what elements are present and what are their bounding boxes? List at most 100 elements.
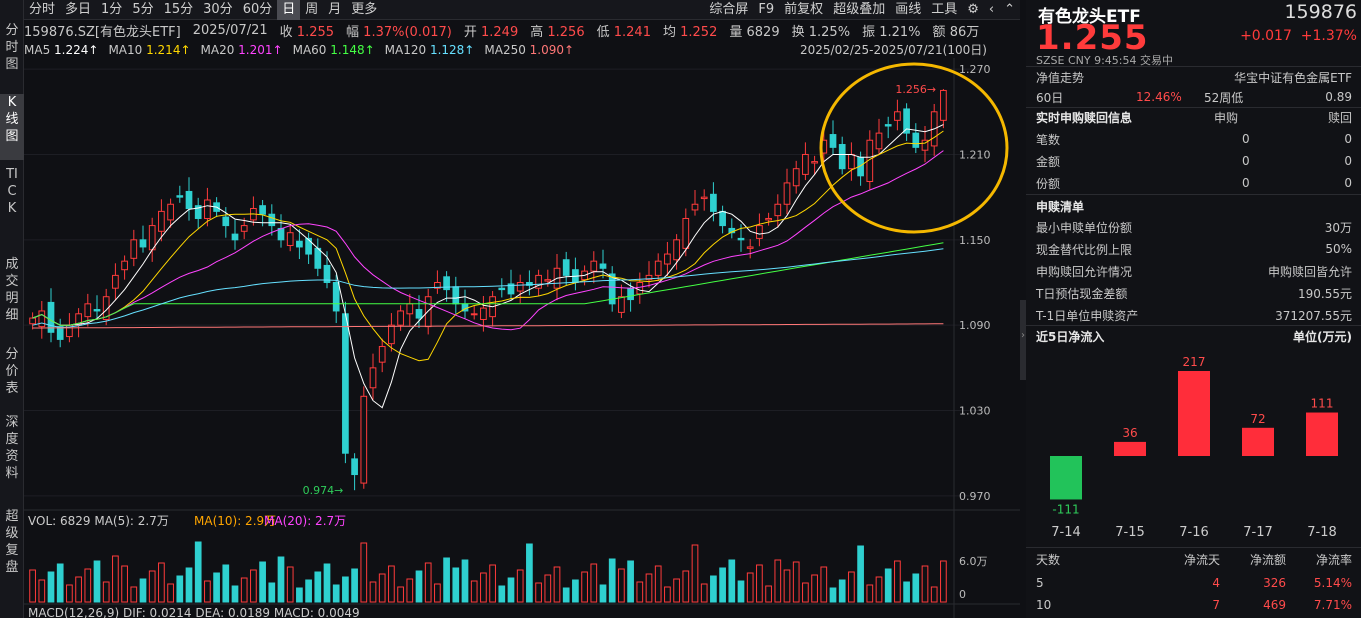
volume-bar <box>756 564 763 603</box>
volume-bar <box>360 542 368 603</box>
volume-bar <box>130 586 138 603</box>
volume-bar <box>121 565 128 603</box>
row-label: 笔数 <box>1036 132 1061 147</box>
candle-body <box>783 182 791 205</box>
left-tab-3[interactable]: 成交明细 <box>5 257 19 323</box>
flow-value-label: 111 <box>1311 397 1334 411</box>
flow-value-label: 36 <box>1122 426 1137 440</box>
row-value: 30万 <box>1324 220 1352 235</box>
divider <box>1026 66 1361 67</box>
toolbar-button-3[interactable]: 超级叠加 <box>833 2 886 17</box>
table-cell: 469 <box>1263 598 1286 612</box>
volume-bar <box>930 586 938 603</box>
volume-bar <box>645 573 653 603</box>
panel-splitter[interactable] <box>1020 300 1026 380</box>
left-tab-5[interactable]: 深度资料 <box>5 415 19 481</box>
candle-body <box>388 324 395 345</box>
left-tab-6[interactable]: 超级复盘 <box>5 509 19 575</box>
toolbar-button-0[interactable]: 综合屏 <box>709 2 749 17</box>
period-tab-1[interactable]: 多日 <box>65 1 92 17</box>
volume-bar <box>286 566 294 603</box>
vol-tick-label: 6.0万 <box>959 555 988 568</box>
ma-label: MA250 <box>484 43 530 57</box>
candle-body <box>526 282 533 286</box>
period-tab-6[interactable]: 60分 <box>242 1 273 17</box>
candle-body <box>903 108 910 134</box>
table-cell: 净流天 <box>1183 552 1220 567</box>
list-row: 最小申赎单位份额 30万 <box>1036 217 1352 237</box>
volume-bar <box>866 584 874 603</box>
period-tab-0[interactable]: 分时 <box>29 1 56 17</box>
flow-category-label: 7-18 <box>1307 525 1337 540</box>
volume-bar <box>719 567 726 603</box>
period-tab-8[interactable]: 周 <box>305 1 319 17</box>
vol-tick-label: 0 <box>959 588 966 601</box>
candle-body <box>894 111 901 121</box>
candle-body <box>498 287 506 291</box>
toolbar-button-2[interactable]: 前复权 <box>784 2 824 17</box>
candle-body <box>406 303 414 315</box>
candle-body <box>765 217 772 221</box>
volume-bar <box>250 569 257 603</box>
period-tab-5[interactable]: 30分 <box>203 1 233 17</box>
candle-body <box>443 276 450 291</box>
flow-unit: 单位(万元) <box>1293 329 1352 344</box>
date-range[interactable]: 2025/02/25-2025/07/21(100日) <box>800 43 987 57</box>
toolbar-button-4[interactable]: 画线 <box>895 2 922 17</box>
period-tab-2[interactable]: 1分 <box>101 1 123 17</box>
candle-body <box>259 205 266 215</box>
volume-bar <box>277 556 285 603</box>
ma-value: 1.128↑ <box>429 43 475 57</box>
left-tab-2[interactable]: TICK <box>6 167 18 216</box>
candle-body <box>719 210 726 227</box>
flow-bar <box>1306 412 1338 456</box>
collapse-arrow-icon[interactable]: › <box>1021 330 1025 341</box>
vol-ma10-legend: MA(10): 2.9万 <box>194 514 276 528</box>
gear-icon[interactable]: ⚙ <box>967 2 979 17</box>
volume-bar <box>691 544 699 603</box>
flow-title: 近5日净流入 <box>1036 329 1105 344</box>
row-label: 份额 <box>1036 176 1061 191</box>
candle-body <box>664 253 671 265</box>
row-label: 最小申赎单位份额 <box>1036 220 1133 235</box>
volume-bar <box>332 584 340 603</box>
period-tab-7[interactable]: 日 <box>277 0 301 20</box>
candle-body <box>921 139 929 151</box>
volume-bar <box>102 581 110 603</box>
left-tab-4[interactable]: 分价表 <box>5 347 19 396</box>
period-tab-4[interactable]: 15分 <box>163 1 194 17</box>
toolbar-button-1[interactable]: F9 <box>758 2 775 17</box>
close-field: 收 1.255 <box>279 24 335 40</box>
volume-bar <box>903 581 910 603</box>
kline-chart[interactable]: 1.270 1.210 1.150 1.090 1.030 0.970 1.256→ 0.97… <box>24 58 1020 618</box>
volume-bar <box>369 581 377 603</box>
candle-body <box>314 247 322 269</box>
volume-bar <box>158 562 165 603</box>
toolbar-button-5[interactable]: 工具 <box>931 2 958 17</box>
volume-bar <box>434 583 441 603</box>
nav-row[interactable]: 净值走势 华宝中证有色金属ETF <box>1036 67 1352 87</box>
candle-body <box>93 309 101 312</box>
period-tab-10[interactable]: 更多 <box>351 1 378 17</box>
left-tab-0[interactable]: 分时图 <box>5 23 19 72</box>
flow-bar <box>1114 441 1146 456</box>
ma-label: MA120 <box>384 43 430 57</box>
candle-body <box>535 274 542 289</box>
candle-body <box>75 313 82 326</box>
volume-bar <box>737 580 745 603</box>
volume-bar <box>443 557 450 603</box>
volume-bar <box>204 580 211 603</box>
row-buy-value: 0 <box>1242 176 1250 190</box>
volume-bar <box>627 560 634 603</box>
chevron-up-icon[interactable]: ⌃ <box>1004 2 1015 17</box>
volume-bar <box>305 579 312 603</box>
chevron-left-icon[interactable]: ‹ <box>988 2 995 17</box>
candle-body <box>176 195 184 198</box>
price-change: +0.017 +1.37% <box>1240 28 1357 44</box>
volume-bar <box>47 571 55 603</box>
period-tab-3[interactable]: 5分 <box>132 1 154 17</box>
chart-bg <box>24 58 1020 618</box>
row-value: 190.55元 <box>1298 286 1352 301</box>
period-tab-9[interactable]: 月 <box>328 1 342 17</box>
left-tab-1[interactable]: K线图 <box>0 94 24 160</box>
